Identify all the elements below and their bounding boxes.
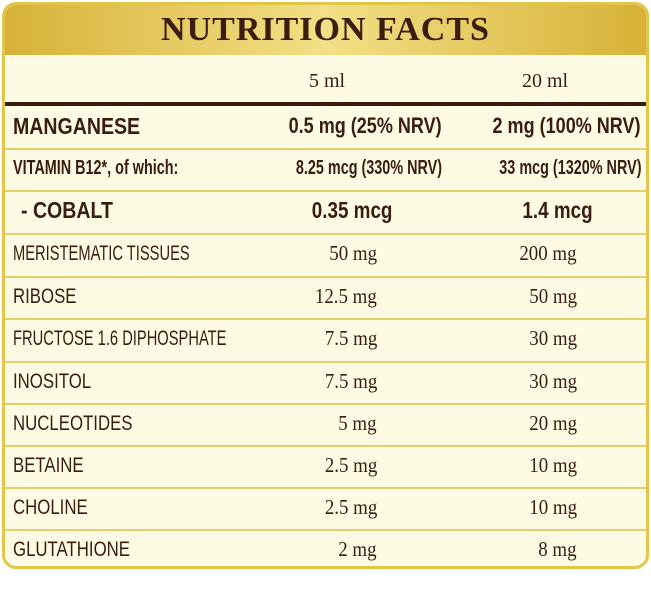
amount-20ml: 33 mcg (1320% NRV) — [498, 157, 641, 179]
row-divider — [5, 233, 646, 235]
nutrient-name: VITAMIN B12*, of which: — [13, 157, 179, 179]
nutrient-name: NUCLEOTIDES — [13, 411, 133, 435]
nutrient-name: FRUCTOSE 1.6 DIPHOSPHATE — [13, 326, 227, 350]
amount-20ml: 10 mg — [529, 452, 577, 477]
amount-5ml: 2.5 mg — [324, 494, 377, 519]
amount-5ml: 7.5 mg — [324, 368, 377, 393]
nutrition-card: NUTRITION FACTS 5 ml 20 ml MANGANESE 0.5 mg… — [2, 2, 649, 569]
amount-20ml: 10 mg — [529, 494, 577, 519]
row-divider — [5, 403, 646, 405]
amount-20ml: 8 mg — [538, 536, 577, 561]
amount-5ml: 8.25 mcg (330% NRV) — [295, 157, 442, 179]
row-divider — [5, 148, 646, 150]
amount-5ml: 5 mg — [338, 410, 377, 435]
amount-20ml: 20 mg — [529, 410, 577, 435]
row-divider — [5, 445, 646, 447]
row-divider — [5, 318, 646, 320]
row-divider — [5, 529, 646, 531]
amount-5ml: 50 mg — [329, 240, 377, 265]
row-divider — [5, 190, 646, 192]
row-divider — [5, 487, 646, 489]
nutrient-name: RIBOSE — [13, 284, 77, 308]
amount-20ml: 200 mg — [519, 240, 577, 265]
nutrient-name: CHOLINE — [13, 495, 88, 519]
amount-20ml: 2 mg (100% NRV) — [492, 113, 641, 138]
column-header: 20 ml — [521, 70, 569, 92]
title: NUTRITION FACTS — [161, 11, 490, 48]
header-band: NUTRITION FACTS — [5, 5, 646, 55]
amount-5ml: 12.5 mg — [315, 283, 377, 308]
amount-5ml: 0.5 mg (25% NRV) — [288, 113, 442, 138]
nutrient-name: BETAINE — [13, 453, 84, 477]
nutrient-name: MANGANESE — [13, 112, 141, 139]
amount-20ml: 30 mg — [529, 368, 577, 393]
header-rule — [5, 102, 646, 106]
amount-5ml: 7.5 mg — [324, 325, 377, 350]
nutrient-name: MERISTEMATIC TISSUES — [13, 241, 190, 265]
amount-20ml: 50 mg — [529, 283, 577, 308]
amount-5ml: 0.35 mcg — [311, 196, 392, 223]
nutrient-name: - COBALT — [21, 196, 113, 223]
column-header: 5 ml — [308, 70, 346, 92]
amount-5ml: 2.5 mg — [324, 452, 377, 477]
nutrient-name: INOSITOL — [13, 369, 92, 393]
amount-20ml: 30 mg — [529, 325, 577, 350]
nutrient-name: GLUTATHIONE — [13, 537, 130, 561]
amount-20ml: 1.4 mcg — [522, 196, 593, 223]
row-divider — [5, 361, 646, 363]
row-divider — [5, 276, 646, 278]
amount-5ml: 2 mg — [338, 536, 377, 561]
